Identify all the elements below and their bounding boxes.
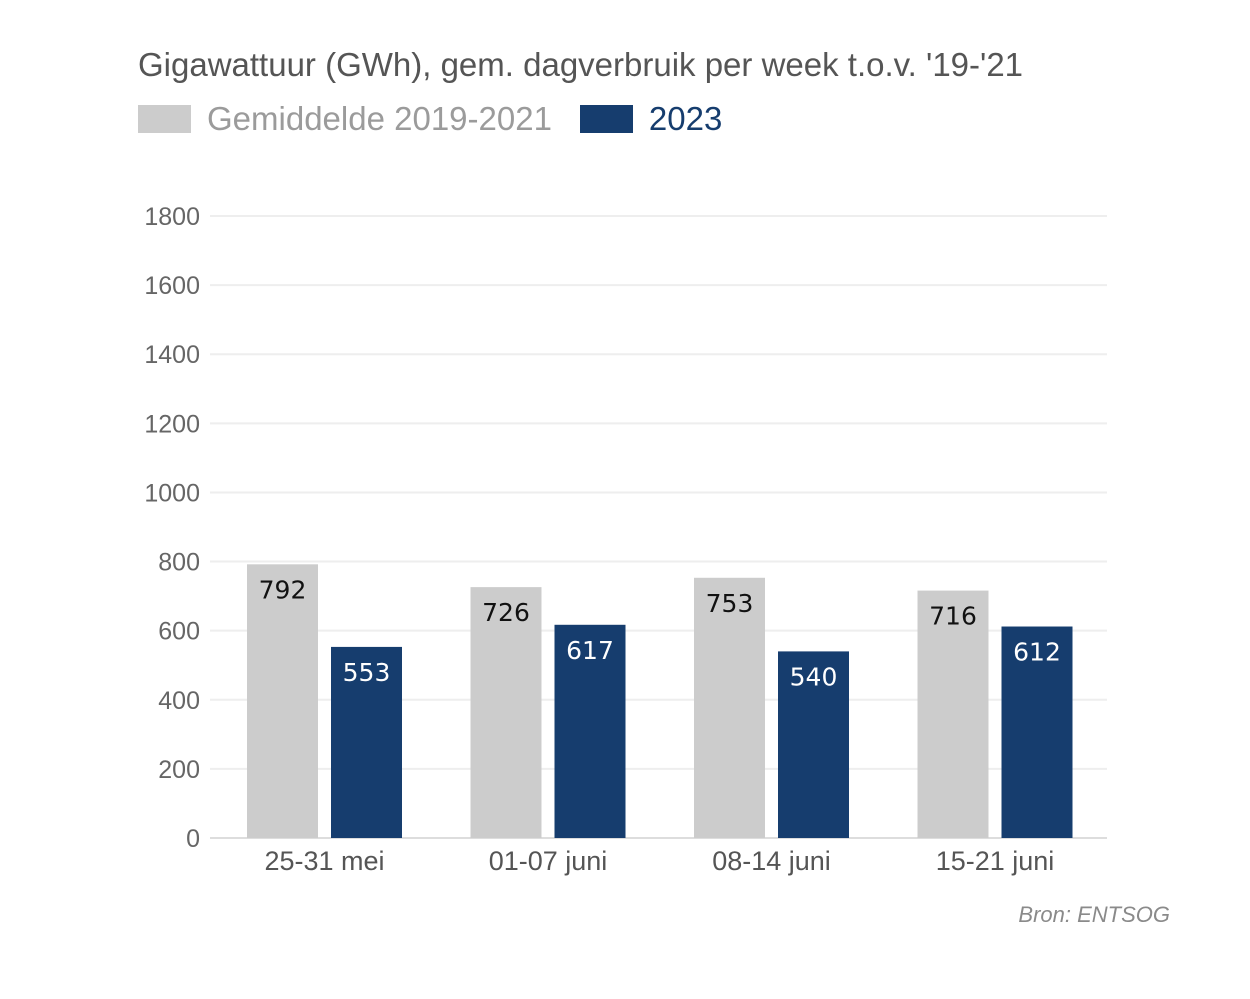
source-note: Bron: ENTSOG [1018, 902, 1170, 927]
bar [554, 624, 626, 838]
bar-value-label: 726 [482, 598, 530, 627]
chart-title: Gigawattuur (GWh), gem. dagverbruik per … [138, 46, 1024, 83]
bar-value-label: 753 [706, 589, 754, 618]
bar-value-label: 540 [790, 662, 838, 691]
x-tick-label: 25-31 mei [264, 846, 384, 876]
y-tick-label: 1000 [144, 479, 200, 507]
bar-value-label: 792 [259, 575, 307, 604]
legend-swatch-average [138, 105, 191, 133]
x-tick-label: 08-14 juni [712, 846, 831, 876]
bar [694, 577, 765, 838]
legend-item-2023: 2023 [579, 100, 723, 138]
y-tick-label: 0 [186, 825, 200, 853]
legend-item-average: Gemiddelde 2019-2021 [138, 100, 552, 138]
y-tick-label: 1600 [144, 272, 200, 300]
y-tick-label: 1800 [144, 203, 200, 231]
legend-label-2023: 2023 [648, 100, 723, 137]
y-tick-label: 1400 [144, 341, 200, 369]
bar-value-label: 553 [343, 658, 391, 687]
bar-value-label: 617 [566, 636, 614, 665]
y-tick-label: 800 [158, 549, 200, 577]
bar-value-label: 612 [1013, 638, 1061, 667]
x-tick-label: 15-21 juni [936, 846, 1055, 876]
legend: Gemiddelde 2019-2021 2023 [138, 100, 750, 138]
y-tick-label: 200 [158, 756, 200, 784]
legend-swatch-2023 [579, 105, 633, 133]
bar [247, 564, 318, 838]
bar-value-label: 716 [929, 602, 977, 631]
legend-label-average: Gemiddelde 2019-2021 [207, 100, 552, 137]
y-tick-label: 400 [158, 687, 200, 715]
bar [778, 651, 849, 838]
bar [917, 590, 989, 838]
bar [1001, 626, 1073, 838]
y-tick-label: 1200 [144, 410, 200, 438]
y-tick-label: 600 [158, 618, 200, 646]
bar [470, 587, 542, 838]
bar [331, 646, 402, 838]
x-tick-label: 01-07 juni [489, 846, 608, 876]
